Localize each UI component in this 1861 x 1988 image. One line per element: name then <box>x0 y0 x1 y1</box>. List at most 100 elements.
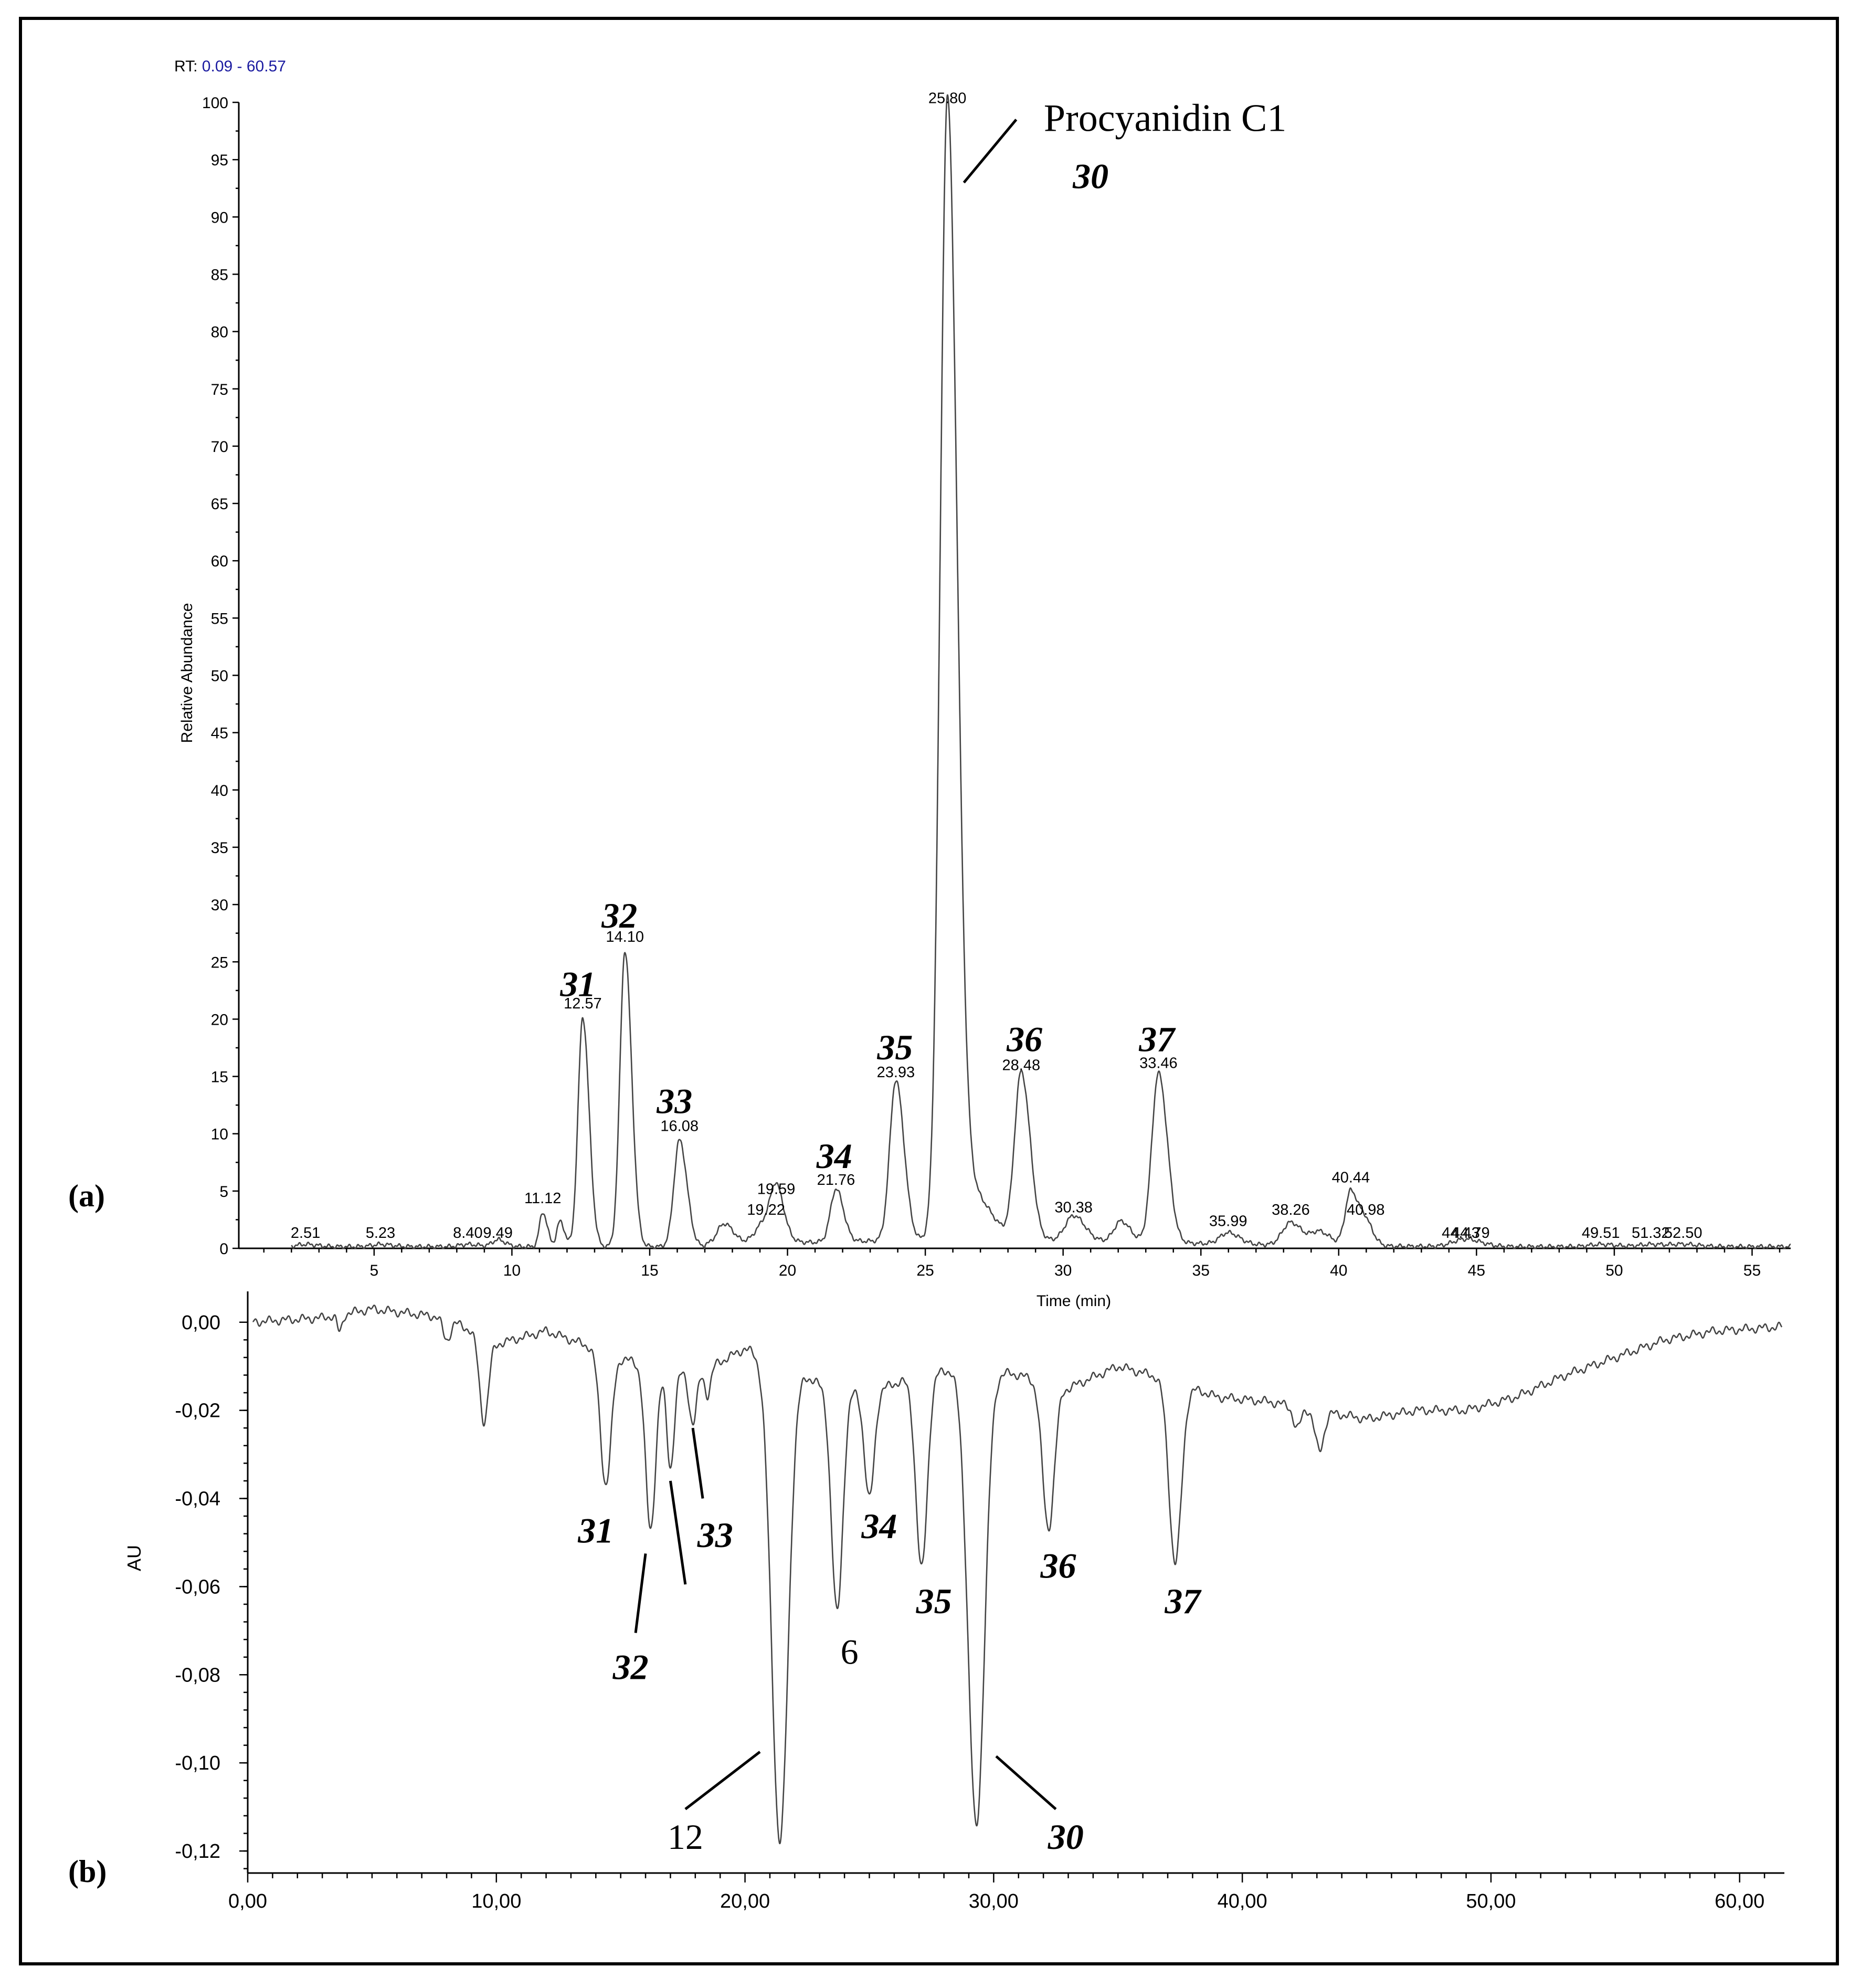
panel-a-series-line <box>291 94 1791 1249</box>
panel-a-range-prefix: RT: 0.09 - 60.57 <box>174 58 286 75</box>
panel-b-ylabel: AU <box>123 1545 145 1571</box>
panel-a-x-tick-label: 45 <box>1468 1262 1485 1279</box>
compound-number-label: 37 <box>1138 1019 1176 1059</box>
panel-b-x-tick-label: 20,00 <box>720 1890 770 1912</box>
panel-a-peak-label: 40.98 <box>1347 1202 1385 1218</box>
panel-a-x-tick-label: 50 <box>1605 1262 1623 1279</box>
panel-b-y-tick-label: -0,08 <box>175 1664 220 1686</box>
panel-a-y-ticks: 0 5 10 15 20 25 30 35 40 45 50 55 60 65 70 75 80 85 90 95 10… <box>202 94 239 1258</box>
panel-a-label: (a) <box>68 1179 105 1213</box>
panel-b: 0,00 -0,02 -0,04 -0,06 -0,08 -0,10 -0,12 0,00 1… <box>68 1291 1784 1912</box>
panel-b-y-tick-label: -0,04 <box>175 1488 220 1510</box>
panel-b-y-tick-label: -0,02 <box>175 1400 220 1422</box>
compound-number-label: 30 <box>1048 1817 1084 1857</box>
panel-b-y-tick-label: -0,06 <box>175 1576 220 1598</box>
panel-b-x-tick-label: 30,00 <box>969 1890 1019 1912</box>
panel-a-peak-label: 9.49 <box>483 1225 512 1242</box>
panel-a-peak-label: 19.59 <box>757 1181 796 1197</box>
panel-a-y-tick-label: 5 <box>219 1183 228 1201</box>
panel-a-y-tick-label: 0 <box>219 1240 228 1258</box>
panel-b-label: (b) <box>68 1854 107 1889</box>
panel-b-x-tick-label: 60,00 <box>1715 1890 1764 1912</box>
panel-a-peak-label: 5.23 <box>366 1225 395 1242</box>
panel-a-peak-label: 44.79 <box>1452 1225 1490 1242</box>
compound-number-label: 31 <box>577 1510 614 1550</box>
panel-a-peak-label: 40.44 <box>1332 1170 1370 1186</box>
panel-a-range-value: 0.09 - 60.57 <box>202 58 286 75</box>
panel-a-y-tick-label: 40 <box>211 782 228 800</box>
panel-a-y-tick-label: 50 <box>211 668 228 685</box>
panel-b-leader-line <box>684 1751 761 1811</box>
panel-a-peak-label: 38.26 <box>1272 1202 1310 1218</box>
panel-b-x-tick-label: 0,00 <box>228 1890 267 1912</box>
compound-number-label: 32 <box>601 896 637 935</box>
panel-a-peak-label: 8.40 <box>453 1225 482 1242</box>
compound-number-label: 33 <box>656 1081 692 1121</box>
panel-a-x-tick-label: 25 <box>916 1262 934 1279</box>
panel-a-y-tick-label: 35 <box>211 839 228 857</box>
panel-b-annotations: 31 32 33 34 6 35 36 37 12 30 <box>577 1427 1202 1857</box>
panel-a-peak-label: 51.32 <box>1632 1225 1670 1242</box>
panel-b-x-tick-label: 50,00 <box>1466 1890 1516 1912</box>
panel-b-x-tick-label: 10,00 <box>471 1890 521 1912</box>
compound-number-label: 31 <box>559 964 596 1004</box>
compound-number-label: 35 <box>876 1027 913 1067</box>
panel-a-peak-label: 19.22 <box>747 1202 785 1218</box>
panel-a-y-tick-label: 80 <box>211 324 228 341</box>
panel-a-y-tick-label: 75 <box>211 381 228 398</box>
compound-number-label: 33 <box>697 1515 733 1555</box>
panel-a-y-tick-label: 60 <box>211 553 228 570</box>
compound-number-label: 12 <box>668 1817 703 1857</box>
panel-b-y-tick-label: 0,00 <box>182 1312 220 1334</box>
panel-a-x-tick-label: 10 <box>503 1262 521 1279</box>
panel-a-peak-label: 33.46 <box>1139 1055 1178 1071</box>
compound-number-label: 37 <box>1164 1581 1202 1621</box>
panel-b-y-tick-label: -0,10 <box>175 1752 220 1774</box>
panel-a-y-tick-label: 25 <box>211 954 228 971</box>
panel-b-leader-line <box>691 1427 704 1499</box>
panel-b-y-ticks: 0,00 -0,02 -0,04 -0,06 -0,08 -0,10 -0,12 <box>175 1312 248 1869</box>
compound-number-label: 32 <box>612 1647 649 1687</box>
panel-b-x-ticks: 0,00 10,00 20,00 30,00 40,00 50,00 60,00 <box>228 1873 1765 1912</box>
panel-a-y-tick-label: 90 <box>211 209 228 226</box>
panel-a-x-ticks: 5 10 15 20 25 30 35 40 45 50 55 <box>263 1248 1781 1279</box>
panel-a-peak-label: 14.10 <box>606 929 644 945</box>
panel-a-y-tick-label: 10 <box>211 1126 228 1143</box>
panel-b-leader-line <box>669 1480 687 1585</box>
panel-b-leader-line <box>995 1755 1057 1811</box>
compound-number-label: 34 <box>861 1506 897 1546</box>
panel-a-peak-label: 25.80 <box>928 90 967 107</box>
panel-a-peak-label: 16.08 <box>660 1118 699 1134</box>
panel-a-ylabel: Relative Abundance <box>178 603 196 743</box>
compound-number-label: 30 <box>1072 156 1108 196</box>
panel-a-y-tick-label: 70 <box>211 438 228 456</box>
panel-a-x-tick-label: 35 <box>1192 1262 1210 1279</box>
compound-number-label: 35 <box>916 1581 952 1621</box>
compound-number-label: 36 <box>1006 1019 1042 1059</box>
panel-a-peak-label: 52.50 <box>1664 1225 1703 1242</box>
panel-b-x-tick-label: 40,00 <box>1218 1890 1267 1912</box>
panel-a-y-tick-label: 65 <box>211 496 228 513</box>
panel-a-leader-line <box>963 119 1018 184</box>
panel-a-y-tick-label: 55 <box>211 610 228 627</box>
panel-a-peak-label: 35.99 <box>1209 1213 1247 1230</box>
panel-a-x-tick-label: 5 <box>369 1262 378 1279</box>
panel-a-peak-label: 21.76 <box>817 1172 855 1188</box>
panel-b-y-tick-label: -0,12 <box>175 1840 220 1863</box>
panel-a-peak-label: 11.12 <box>524 1190 561 1207</box>
panel-a-y-tick-label: 20 <box>211 1011 228 1028</box>
panel-a-y-tick-label: 15 <box>211 1069 228 1086</box>
panel-a-y-tick-label: 100 <box>202 94 228 112</box>
figure-frame <box>19 17 1839 1965</box>
panel-b-leader-line <box>634 1553 647 1633</box>
panel-a-y-tick-label: 85 <box>211 266 228 283</box>
compound-number-label: 6 <box>841 1632 859 1671</box>
panel-a-peak-label: 23.93 <box>877 1064 915 1081</box>
panel-a-peak-labels: 2.51 5.23 8.40 9.49 11.12 12.57 14.10 16.08 19.2… <box>291 90 1703 1242</box>
panel-a-peak-label: 30.38 <box>1054 1199 1093 1216</box>
panel-a-xlabel: Time (min) <box>1037 1292 1111 1310</box>
panel-a-x-tick-label: 20 <box>779 1262 796 1279</box>
panel-a-x-tick-label: 15 <box>641 1262 658 1279</box>
